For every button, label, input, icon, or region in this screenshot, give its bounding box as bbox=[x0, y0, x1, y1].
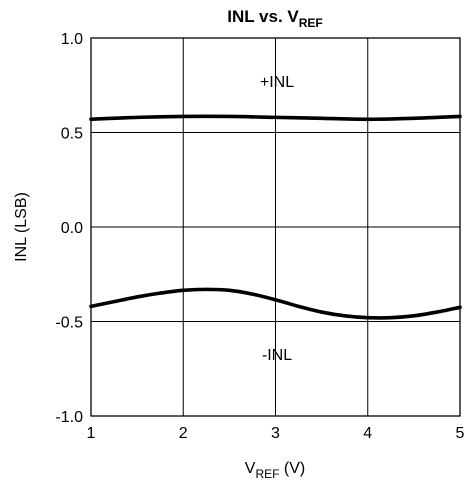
plot-frame bbox=[90, 37, 461, 417]
x-tick-label-2: 3 bbox=[271, 425, 280, 442]
series-line-minus-inl bbox=[89, 287, 462, 320]
x-tick-labels: 1 2 3 4 5 bbox=[87, 425, 465, 442]
x-tick-label-3: 4 bbox=[363, 425, 372, 442]
grid-lines bbox=[91, 38, 460, 416]
x-axis-label: VREF (V) bbox=[245, 460, 305, 481]
y-tick-labels: 1.0 0.5 0.0 -0.5 -1.0 bbox=[55, 31, 83, 426]
chart-title: INL vs. VREF bbox=[227, 7, 323, 30]
chart-title-subscript: REF bbox=[299, 16, 323, 30]
x-axis-label-unit: (V) bbox=[279, 460, 305, 477]
series-line-plus-inl bbox=[89, 114, 462, 122]
x-axis-label-subscript: REF bbox=[255, 467, 279, 481]
y-tick-label-0: 1.0 bbox=[61, 31, 83, 48]
y-axis-label: INL (LSB) bbox=[13, 192, 30, 262]
x-tick-label-4: 5 bbox=[456, 425, 465, 442]
annotation-minus-inl: -INL bbox=[262, 347, 292, 364]
y-tick-label-4: -1.0 bbox=[55, 409, 83, 426]
annotation-plus-inl: +INL bbox=[260, 74, 294, 91]
x-tick-label-1: 2 bbox=[179, 425, 188, 442]
y-tick-label-3: -0.5 bbox=[55, 315, 83, 332]
y-tick-label-1: 0.5 bbox=[61, 126, 83, 143]
x-tick-label-0: 1 bbox=[87, 425, 96, 442]
y-tick-label-2: 0.0 bbox=[61, 220, 83, 237]
series-group bbox=[89, 114, 462, 320]
